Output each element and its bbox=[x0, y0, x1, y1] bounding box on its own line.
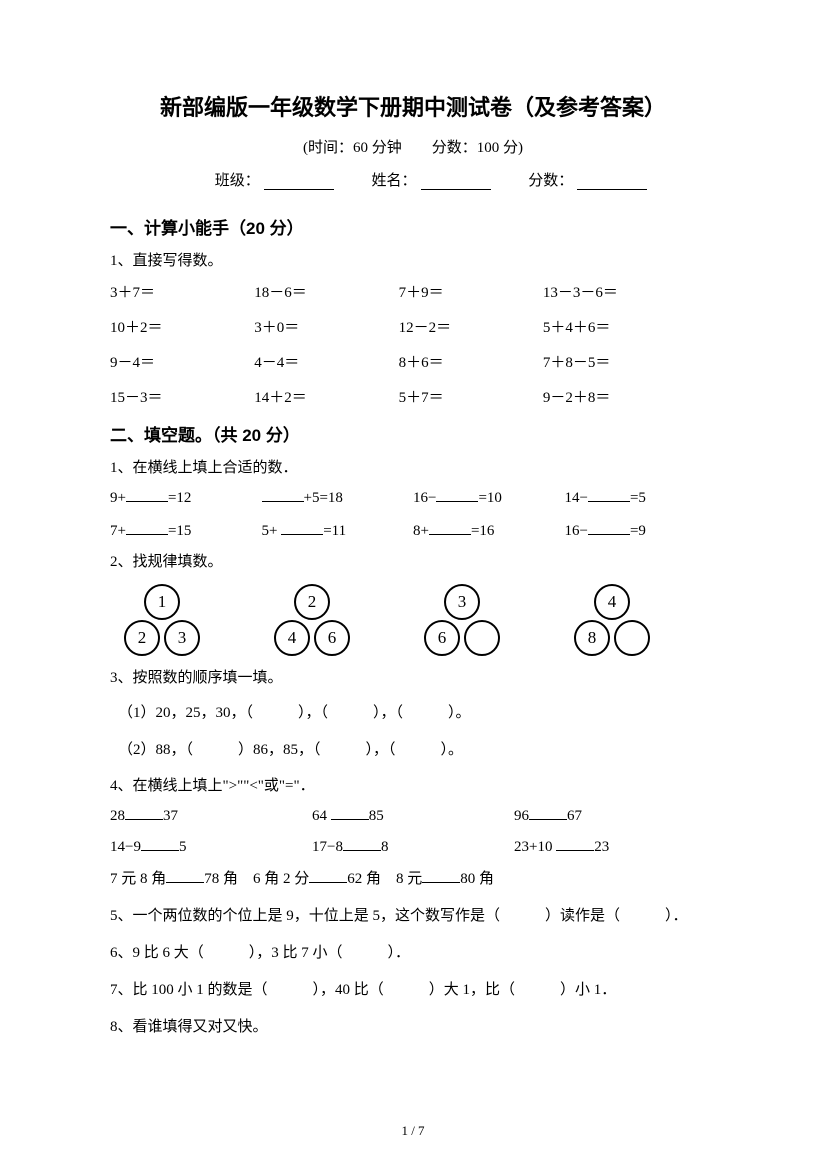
section-2-header: 二、填空题。（共 20 分） bbox=[110, 421, 716, 446]
calc-cell: 10＋2＝ bbox=[110, 316, 254, 337]
calc-cell: 4－4＝ bbox=[254, 351, 398, 372]
compare-cell: 9667 bbox=[514, 806, 716, 825]
calc-cell: 5＋4＋6＝ bbox=[543, 316, 716, 337]
class-label: 班级： bbox=[215, 173, 260, 189]
fill-cell: 16−=10 bbox=[413, 488, 565, 507]
q5: 5、一个两位数的个位上是 9，十位上是 5，这个数写作是（ ）读作是（ ）． bbox=[110, 903, 716, 930]
fill-cell: 7+=15 bbox=[110, 521, 262, 540]
score-blank bbox=[577, 174, 647, 190]
calc-cell: 3＋0＝ bbox=[254, 316, 398, 337]
compare-cell: 14−95 bbox=[110, 837, 312, 856]
circle: 2 bbox=[124, 620, 160, 656]
calc-cell: 14＋2＝ bbox=[254, 386, 398, 407]
q6: 6、9 比 6 大（ ），3 比 7 小（ ）． bbox=[110, 940, 716, 967]
circle-group: 246 bbox=[270, 584, 360, 656]
circle: 1 bbox=[144, 584, 180, 620]
circles-row: 1232463648 bbox=[120, 584, 716, 656]
calc-cell: 3＋7＝ bbox=[110, 281, 254, 302]
q8: 8、看谁填得又对又快。 bbox=[110, 1014, 716, 1041]
circle-group: 123 bbox=[120, 584, 210, 656]
q2-2-label: 2、找规律填数。 bbox=[110, 550, 716, 574]
q2-4-label: 4、在横线上填上">""<"或"="． bbox=[110, 774, 716, 798]
name-label: 姓名： bbox=[371, 173, 416, 189]
circle: 6 bbox=[314, 620, 350, 656]
fill-cell: 8+=16 bbox=[413, 521, 565, 540]
q1-1-label: 1、直接写得数。 bbox=[110, 249, 716, 273]
fill-cell: 14−=5 bbox=[565, 488, 717, 507]
exam-subtitle: (时间：60 分钟 分数：100 分) bbox=[110, 136, 716, 157]
exam-title: 新部编版一年级数学下册期中测试卷（及参考答案） bbox=[110, 90, 716, 122]
calc-cell: 7＋9＝ bbox=[399, 281, 543, 302]
compare-cell: 23+10 23 bbox=[514, 837, 716, 856]
calc-cell: 13－3－6＝ bbox=[543, 281, 716, 302]
circle bbox=[614, 620, 650, 656]
compare-cell: 64 85 bbox=[312, 806, 514, 825]
q7: 7、比 100 小 1 的数是（ ），40 比（ ）大 1，比（ ）小 1． bbox=[110, 977, 716, 1004]
compare-grid: 283764 859667 14−9517−8823+10 23 bbox=[110, 806, 716, 856]
circle: 3 bbox=[164, 620, 200, 656]
calc-cell: 7＋8－5＝ bbox=[543, 351, 716, 372]
compare-cell: 17−88 bbox=[312, 837, 514, 856]
calc-cell: 15－3＝ bbox=[110, 386, 254, 407]
q2-1-label: 1、在横线上填上合适的数． bbox=[110, 456, 716, 480]
section-1-header: 一、计算小能手（20 分） bbox=[110, 214, 716, 239]
circle: 4 bbox=[594, 584, 630, 620]
q3-sub2: （2）88，（ ）86，85，（ ），（ ）。 bbox=[110, 737, 716, 764]
fill-cell: +5=18 bbox=[262, 488, 414, 507]
circle: 2 bbox=[294, 584, 330, 620]
fill-cell: 5+ =11 bbox=[262, 521, 414, 540]
calc-grid: 3＋7＝18－6＝7＋9＝13－3－6＝ 10＋2＝3＋0＝12－2＝5＋4＋6＝… bbox=[110, 281, 716, 407]
circle: 8 bbox=[574, 620, 610, 656]
fill-cell: 16−=9 bbox=[565, 521, 717, 540]
calc-cell: 18－6＝ bbox=[254, 281, 398, 302]
circle-group: 36 bbox=[420, 584, 510, 656]
calc-cell: 9－4＝ bbox=[110, 351, 254, 372]
calc-cell: 8＋6＝ bbox=[399, 351, 543, 372]
circle: 4 bbox=[274, 620, 310, 656]
class-blank bbox=[264, 174, 334, 190]
circle-group: 48 bbox=[570, 584, 660, 656]
fill-grid: 9+=12+5=1816−=1014−=5 7+=155+ =118+=1616−… bbox=[110, 488, 716, 540]
calc-cell: 12－2＝ bbox=[399, 316, 543, 337]
q2-3-label: 3、按照数的顺序填一填。 bbox=[110, 666, 716, 690]
circle: 3 bbox=[444, 584, 480, 620]
score-label: 分数： bbox=[528, 173, 573, 189]
circle: 6 bbox=[424, 620, 460, 656]
q3-sub1: （1）20，25，30，（ ），（ ），（ ）。 bbox=[110, 700, 716, 727]
name-blank bbox=[421, 174, 491, 190]
student-info-line: 班级： 姓名： 分数： bbox=[110, 169, 716, 190]
calc-cell: 9－2＋8＝ bbox=[543, 386, 716, 407]
page-number: 1 / 7 bbox=[0, 1123, 826, 1139]
fill-cell: 9+=12 bbox=[110, 488, 262, 507]
compare-cell: 2837 bbox=[110, 806, 312, 825]
q4-line3: 7 元 8 角78 角 6 角 2 分62 角 8 元80 角 bbox=[110, 866, 716, 893]
circle bbox=[464, 620, 500, 656]
calc-cell: 5＋7＝ bbox=[399, 386, 543, 407]
